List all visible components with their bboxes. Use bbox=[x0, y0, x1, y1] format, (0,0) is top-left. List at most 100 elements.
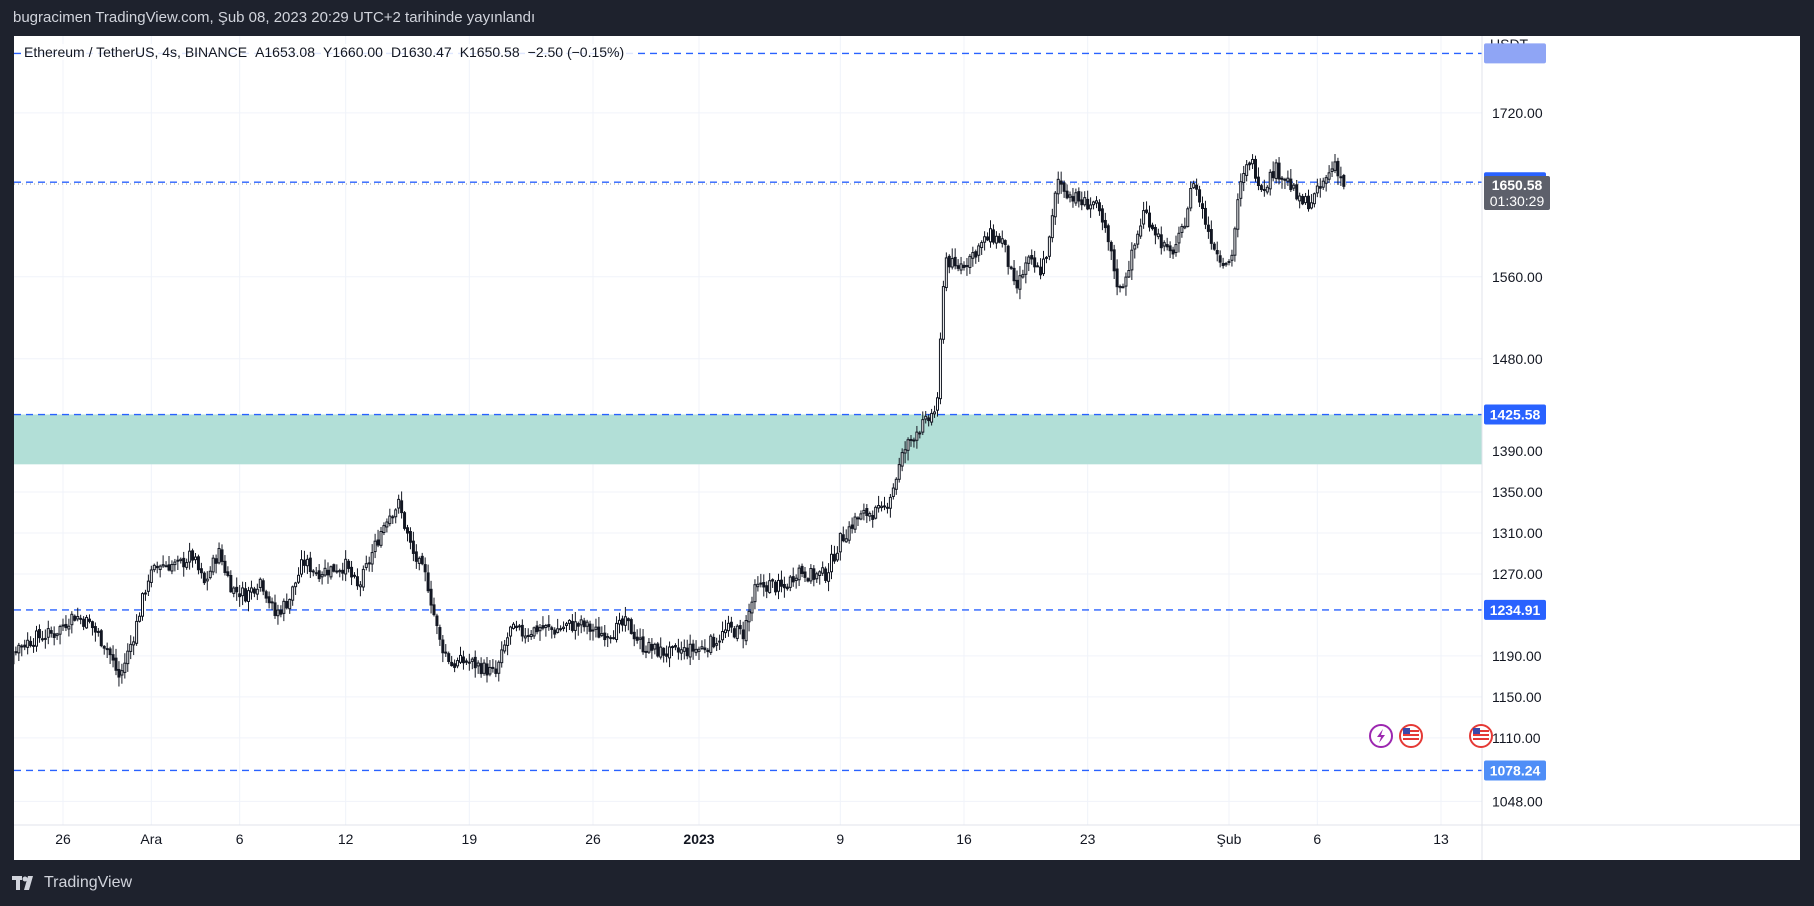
candle-body bbox=[61, 624, 65, 627]
x-tick-label: 13 bbox=[1433, 831, 1449, 847]
candle-body bbox=[885, 506, 889, 509]
candle-body bbox=[718, 640, 722, 643]
candle-body bbox=[1030, 255, 1034, 260]
candle-body bbox=[903, 449, 907, 454]
candle-body bbox=[285, 601, 289, 609]
candle-body bbox=[620, 618, 624, 626]
price-level-badge[interactable] bbox=[1484, 43, 1546, 64]
us-flag-icon[interactable] bbox=[1469, 724, 1493, 748]
candle-body bbox=[26, 639, 30, 648]
candle-body bbox=[656, 643, 660, 657]
candle-body bbox=[1003, 240, 1007, 246]
candle-body bbox=[835, 552, 839, 561]
footer-brand: TradingView bbox=[44, 874, 133, 891]
candle-body bbox=[270, 601, 274, 604]
candle-body bbox=[400, 500, 404, 514]
event-icons bbox=[1369, 724, 1493, 748]
price-level-badge-label: 1234.91 bbox=[1490, 602, 1541, 618]
candle-body bbox=[1136, 233, 1140, 245]
candle-body bbox=[155, 565, 159, 569]
candle-body bbox=[582, 620, 586, 628]
ohlc-legend: Ethereum / TetherUS, 4s, BINANCE A1653.08… bbox=[22, 44, 635, 60]
candle-body bbox=[629, 619, 633, 634]
candle-body bbox=[1271, 171, 1275, 179]
candle-body bbox=[288, 598, 292, 610]
candle-body bbox=[35, 630, 38, 647]
candle-body bbox=[196, 556, 200, 571]
candle-body bbox=[79, 617, 83, 620]
x-tick-label: 12 bbox=[338, 831, 354, 847]
candle-body bbox=[726, 622, 730, 632]
x-tick-label: 2023 bbox=[683, 831, 714, 847]
price-level-badge[interactable] bbox=[1484, 599, 1546, 620]
candle-body bbox=[241, 587, 245, 597]
candle-body bbox=[1124, 276, 1128, 287]
candle-body bbox=[76, 616, 80, 620]
y-tick-label: 1350.00 bbox=[1492, 484, 1543, 500]
candle-body bbox=[891, 487, 895, 497]
price-level-badge[interactable] bbox=[1484, 760, 1546, 781]
candle-body bbox=[930, 412, 934, 423]
candle-body bbox=[350, 566, 354, 578]
candle-body bbox=[459, 654, 462, 663]
candle-body bbox=[812, 568, 816, 580]
candle-body bbox=[482, 662, 486, 674]
tradingview-logo-icon bbox=[12, 876, 33, 890]
candle-body bbox=[96, 630, 100, 633]
candle-body bbox=[1224, 263, 1228, 266]
y-tick-label: 1150.00 bbox=[1492, 689, 1542, 705]
candle-body bbox=[779, 579, 783, 587]
candle-body bbox=[1298, 195, 1302, 202]
candle-body bbox=[394, 509, 398, 518]
candle-body bbox=[853, 516, 857, 530]
candle-body bbox=[291, 586, 295, 601]
candle-body bbox=[818, 571, 822, 577]
candle-body bbox=[123, 662, 127, 673]
candle-body bbox=[1342, 174, 1346, 187]
candle-body bbox=[1321, 180, 1325, 188]
candle-body bbox=[538, 627, 542, 632]
candle-body bbox=[214, 558, 218, 564]
candle-body bbox=[1324, 177, 1328, 184]
candle-body bbox=[1330, 168, 1334, 172]
candle-body bbox=[747, 610, 751, 623]
lightning-icon[interactable] bbox=[1369, 724, 1393, 748]
candle-body bbox=[1121, 286, 1125, 289]
x-tick-label: Şub bbox=[1217, 831, 1242, 847]
candle-body bbox=[606, 635, 610, 639]
candle-body bbox=[523, 635, 527, 639]
candle-body bbox=[676, 647, 680, 653]
candle-body bbox=[261, 580, 265, 592]
candle-body bbox=[1112, 249, 1116, 272]
candle-body bbox=[55, 633, 59, 637]
candle-body bbox=[1259, 185, 1263, 190]
candle-body bbox=[1127, 270, 1131, 278]
candle-body bbox=[1150, 224, 1154, 230]
candle-body bbox=[765, 585, 769, 592]
candle-body bbox=[703, 647, 707, 651]
price-chart[interactable]: USDT 1720.001560.001480.001390.001350.00… bbox=[14, 36, 1800, 860]
candle-body bbox=[1242, 172, 1246, 183]
last-price-badge[interactable] bbox=[1484, 175, 1550, 210]
candle-body bbox=[623, 616, 627, 626]
candle-body bbox=[650, 643, 654, 651]
candle-body bbox=[600, 632, 604, 636]
candle-body bbox=[1148, 212, 1151, 228]
us-flag-icon[interactable] bbox=[1399, 724, 1423, 748]
price-level-badge[interactable] bbox=[1484, 404, 1546, 425]
candle-body bbox=[17, 644, 21, 654]
candle-body bbox=[114, 657, 118, 671]
candle-body bbox=[989, 228, 992, 243]
footer-bar: TradingView bbox=[0, 860, 1814, 906]
candle-body bbox=[941, 286, 945, 340]
y-tick-label: 1190.00 bbox=[1492, 648, 1542, 664]
candle-body bbox=[297, 574, 301, 583]
candle-body bbox=[947, 255, 951, 268]
candle-body bbox=[732, 628, 736, 638]
chart-plot-area[interactable]: USDT 1720.001560.001480.001390.001350.00… bbox=[14, 36, 1800, 860]
candle-body bbox=[46, 628, 50, 638]
candle-body bbox=[556, 628, 560, 633]
candle-body bbox=[500, 649, 504, 664]
candle-body bbox=[762, 582, 766, 588]
candle-body bbox=[785, 586, 789, 590]
